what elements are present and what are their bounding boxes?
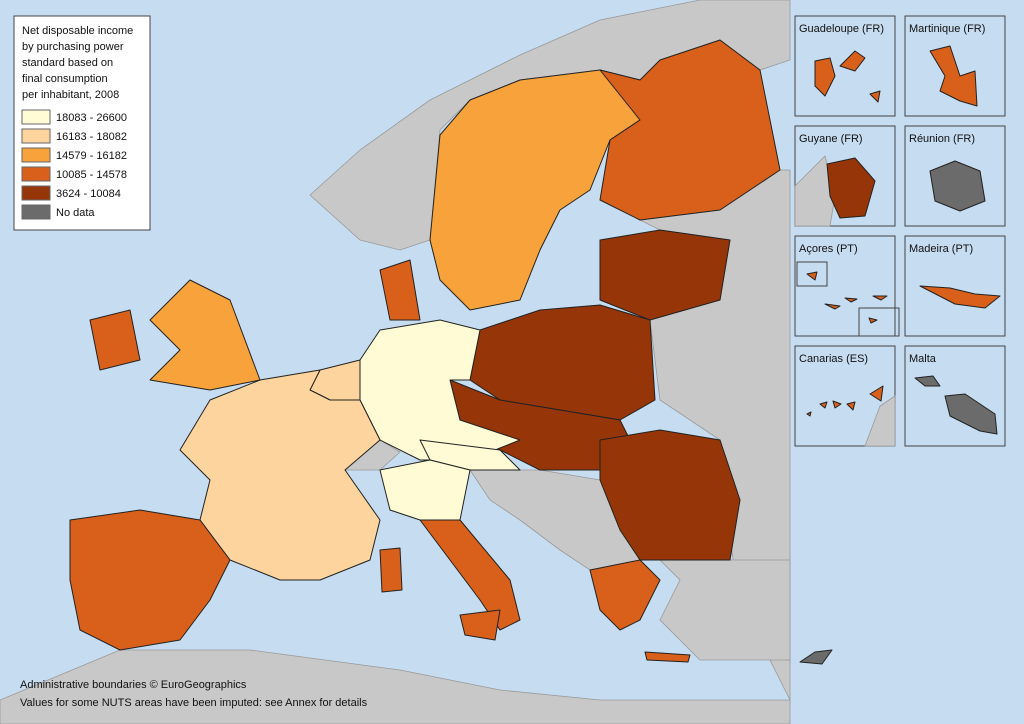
region xyxy=(429,69,641,311)
region xyxy=(846,401,856,411)
region xyxy=(944,393,998,435)
region xyxy=(469,304,656,421)
region xyxy=(599,429,741,561)
legend-title: standard based on xyxy=(22,57,113,69)
region xyxy=(379,259,421,321)
legend-swatch xyxy=(21,204,51,220)
region xyxy=(419,439,521,471)
legend-swatch xyxy=(21,128,51,144)
region xyxy=(179,369,381,581)
land xyxy=(864,395,896,447)
region xyxy=(826,157,876,219)
region xyxy=(919,285,1001,309)
legend-swatch xyxy=(21,166,51,182)
land xyxy=(0,649,791,724)
legend-label: 18083 - 26600 xyxy=(56,112,127,124)
inset: Réunion (FR) xyxy=(904,125,1006,227)
region xyxy=(69,509,231,651)
legend-title: by purchasing power xyxy=(22,41,124,53)
insets: Guadeloupe (FR) Martinique (FR) Guyane (… xyxy=(794,15,1006,447)
legend-label: 14579 - 16182 xyxy=(56,150,127,162)
legend-items: 18083 - 26600 16183 - 18082 14579 - 16182 1… xyxy=(21,109,127,220)
footer-text: Values for some NUTS areas have been imp… xyxy=(20,697,368,709)
region xyxy=(799,649,833,665)
region xyxy=(379,547,403,593)
region xyxy=(839,50,866,72)
inset-label: Açores (PT) xyxy=(799,243,858,255)
legend-title: final consumption xyxy=(22,73,108,85)
region xyxy=(844,297,858,303)
land xyxy=(794,155,836,227)
region xyxy=(814,57,836,97)
region xyxy=(869,385,884,402)
legend-title: Net disposable income xyxy=(22,25,133,37)
region xyxy=(806,411,812,417)
region xyxy=(914,375,941,387)
inset-label: Madeira (PT) xyxy=(909,243,973,255)
inset: Madeira (PT) xyxy=(904,235,1006,337)
region xyxy=(644,651,691,663)
region xyxy=(824,303,841,310)
region xyxy=(419,519,521,631)
inset: Martinique (FR) xyxy=(904,15,1006,117)
legend-label: 16183 - 18082 xyxy=(56,131,127,143)
inset-label: Réunion (FR) xyxy=(909,133,975,145)
legend-title: per inhabitant, 2008 xyxy=(22,89,119,101)
region xyxy=(149,279,261,391)
region xyxy=(589,559,661,631)
inset: Açores (PT) xyxy=(794,235,900,337)
inset: Guyane (FR) xyxy=(794,125,896,227)
region xyxy=(599,229,731,321)
legend: Net disposable income by purchasing powe… xyxy=(13,15,151,231)
regions xyxy=(69,39,833,665)
inset-label: Malta xyxy=(909,353,937,365)
legend-label: No data xyxy=(56,207,95,219)
legend-swatch xyxy=(21,185,51,201)
region xyxy=(872,295,888,301)
inset: Canarias (ES) xyxy=(794,345,896,447)
inset: Guadeloupe (FR) xyxy=(794,15,896,117)
land xyxy=(659,559,791,661)
inset-label: Guadeloupe (FR) xyxy=(799,23,884,35)
region xyxy=(89,309,141,371)
legend-swatch xyxy=(21,109,51,125)
region xyxy=(929,45,978,107)
region xyxy=(819,401,828,409)
region xyxy=(379,459,471,521)
region xyxy=(929,160,986,212)
region xyxy=(806,271,818,281)
inset: Malta xyxy=(904,345,1006,447)
region xyxy=(869,90,881,103)
legend-label: 3624 - 10084 xyxy=(56,188,121,200)
legend-swatch xyxy=(21,147,51,163)
legend-label: 10085 - 14578 xyxy=(56,169,127,181)
inset-label: Canarias (ES) xyxy=(799,353,868,365)
footer-text: Administrative boundaries © EuroGeograph… xyxy=(20,679,247,691)
inset-label: Guyane (FR) xyxy=(799,133,863,145)
region xyxy=(459,609,501,641)
region xyxy=(832,400,842,409)
region xyxy=(868,317,878,324)
region xyxy=(599,39,781,221)
inset-label: Martinique (FR) xyxy=(909,23,985,35)
